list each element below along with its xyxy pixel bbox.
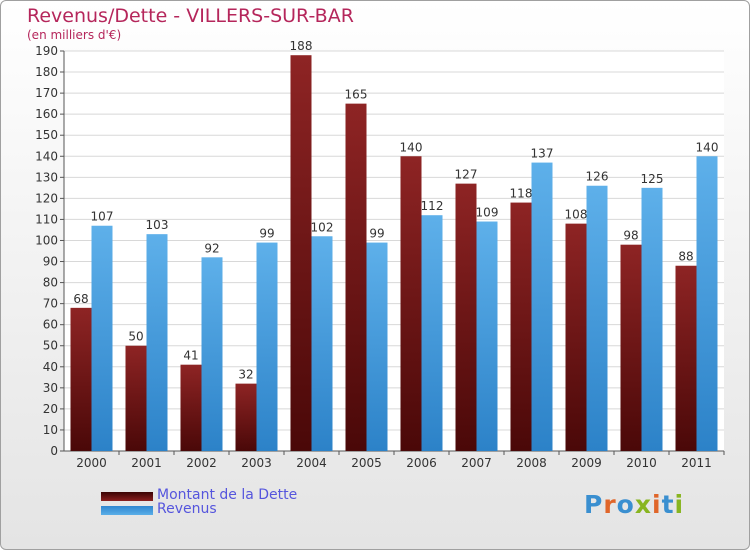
- x-tick-label: 2008: [516, 456, 547, 470]
- bar-revenus: [91, 225, 113, 451]
- bar-dette: [455, 183, 477, 451]
- y-tick-label: 90: [43, 255, 58, 269]
- y-tick-label: 60: [43, 318, 58, 332]
- data-label-revenus: 99: [259, 227, 274, 241]
- data-label-revenus: 109: [476, 206, 499, 220]
- plot-area: [64, 51, 724, 451]
- bar-revenus: [476, 221, 498, 451]
- data-label-revenus: 126: [586, 170, 609, 184]
- bar-dette: [180, 364, 202, 451]
- bar-dette: [510, 202, 532, 451]
- data-label-dette: 41: [183, 349, 198, 363]
- y-tick-label: 30: [43, 381, 58, 395]
- x-tick-label: 2010: [626, 456, 657, 470]
- y-tick-label: 40: [43, 360, 58, 374]
- data-label-revenus: 140: [696, 140, 719, 154]
- data-label-revenus: 137: [531, 147, 554, 161]
- y-tick-label: 120: [35, 191, 58, 205]
- proxiti-logo: Proxiti: [584, 490, 685, 519]
- bar-dette: [565, 223, 587, 451]
- bar-dette: [345, 103, 367, 451]
- y-tick-label: 50: [43, 339, 58, 353]
- bar-revenus: [201, 257, 223, 451]
- bar-revenus: [421, 215, 443, 451]
- bar-dette: [675, 265, 697, 451]
- data-label-dette: 32: [238, 368, 253, 382]
- data-label-revenus: 125: [641, 172, 664, 186]
- data-label-revenus: 107: [91, 210, 114, 224]
- y-tick-label: 170: [35, 86, 58, 100]
- data-label-revenus: 103: [146, 218, 169, 232]
- data-label-dette: 188: [290, 39, 313, 53]
- x-tick-label: 2001: [131, 456, 162, 470]
- y-tick-label: 180: [35, 65, 58, 79]
- y-tick-label: 100: [35, 233, 58, 247]
- data-label-dette: 50: [128, 330, 143, 344]
- x-tick-label: 2004: [296, 456, 327, 470]
- data-label-dette: 127: [455, 168, 478, 182]
- y-tick-label: 160: [35, 107, 58, 121]
- data-label-dette: 68: [73, 292, 88, 306]
- bar-revenus: [641, 187, 663, 451]
- y-tick-label: 80: [43, 276, 58, 290]
- data-label-dette: 88: [678, 250, 693, 264]
- y-tick-label: 20: [43, 402, 58, 416]
- bar-revenus: [696, 156, 718, 451]
- bar-revenus: [366, 242, 388, 451]
- bar-revenus: [531, 162, 553, 451]
- legend-label-dette: Montant de la Dette: [157, 487, 298, 503]
- bar-revenus: [586, 185, 608, 451]
- legend-label-revenus: Revenus: [157, 501, 217, 517]
- data-label-dette: 108: [565, 208, 588, 222]
- bar-dette: [290, 55, 312, 452]
- x-tick-label: 2011: [681, 456, 712, 470]
- x-tick-label: 2006: [406, 456, 437, 470]
- chart-title: Revenus/Dette - VILLERS-SUR-BAR: [27, 5, 354, 27]
- y-tick-label: 110: [35, 212, 58, 226]
- bar-dette: [400, 156, 422, 451]
- y-tick-label: 70: [43, 297, 58, 311]
- data-label-revenus: 92: [204, 241, 219, 255]
- x-tick-label: 2003: [241, 456, 272, 470]
- x-tick-label: 2005: [351, 456, 382, 470]
- y-tick-label: 10: [43, 423, 58, 437]
- y-tick-label: 130: [35, 170, 58, 184]
- data-label-revenus: 99: [369, 227, 384, 241]
- y-tick-label: 140: [35, 149, 58, 163]
- data-label-dette: 98: [623, 229, 638, 243]
- bar-revenus: [146, 234, 168, 451]
- bar-dette: [620, 244, 642, 451]
- x-tick-label: 2009: [571, 456, 602, 470]
- y-tick-label: 0: [50, 444, 58, 458]
- data-label-dette: 140: [400, 140, 423, 154]
- bar-dette: [235, 383, 257, 451]
- legend-swatch-dette: [101, 492, 153, 501]
- bar-revenus: [256, 242, 278, 451]
- bar-revenus: [311, 236, 333, 451]
- y-tick-label: 190: [35, 44, 58, 58]
- data-label-dette: 165: [345, 88, 368, 102]
- bar-dette: [125, 345, 147, 451]
- data-label-dette: 118: [510, 187, 533, 201]
- data-label-revenus: 112: [421, 199, 444, 213]
- x-tick-label: 2002: [186, 456, 217, 470]
- x-tick-label: 2007: [461, 456, 492, 470]
- chart-subtitle: (en milliers d'€): [27, 28, 122, 42]
- legend-swatch-revenus: [101, 506, 153, 515]
- y-tick-label: 150: [35, 128, 58, 142]
- x-tick-label: 2000: [76, 456, 107, 470]
- data-label-revenus: 102: [311, 220, 334, 234]
- bar-dette: [70, 307, 92, 451]
